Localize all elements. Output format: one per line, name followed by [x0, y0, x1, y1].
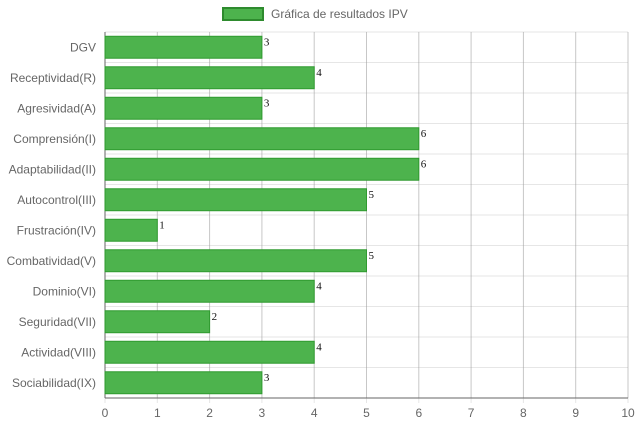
- data-label: 1: [159, 219, 165, 231]
- data-label: 5: [369, 250, 375, 262]
- data-label: 4: [316, 280, 322, 292]
- bar[interactable]: [104, 157, 420, 181]
- y-tick-label: Actividad(VIII): [21, 345, 96, 359]
- data-label: 5: [369, 189, 375, 201]
- x-tick-label: 0: [102, 406, 109, 420]
- data-label: 6: [421, 158, 427, 170]
- y-tick-label: Seguridad(VII): [19, 315, 96, 329]
- x-tick-label: 2: [206, 406, 213, 420]
- y-tick-label: Dominio(VI): [33, 284, 96, 298]
- gridlines: [104, 31, 629, 403]
- x-tick-label: 8: [520, 406, 527, 420]
- bar[interactable]: [104, 340, 315, 364]
- y-tick-label: Comprensión(I): [13, 132, 96, 146]
- x-tick-label: 3: [259, 406, 266, 420]
- y-tick-label: Sociabilidad(IX): [12, 376, 96, 390]
- bars: [104, 35, 420, 395]
- data-labels: 3 4 3 6 6 5 1 5 4 2 4 3: [159, 36, 427, 384]
- x-tick-label: 9: [572, 406, 579, 420]
- y-tick-label: Receptividad(R): [10, 71, 96, 85]
- legend-swatch: [222, 7, 264, 21]
- bar[interactable]: [104, 218, 158, 242]
- x-tick-label: 5: [363, 406, 370, 420]
- bar[interactable]: [104, 66, 315, 90]
- bar[interactable]: [104, 35, 263, 59]
- legend-label: Gráfica de resultados IPV: [271, 7, 408, 21]
- y-tick-label: Combatividad(V): [7, 254, 96, 268]
- y-axis-labels: DGV Receptividad(R) Agresividad(A) Comprens…: [7, 40, 96, 390]
- data-label: 2: [212, 311, 218, 323]
- bar[interactable]: [104, 96, 263, 120]
- y-tick-label: Agresividad(A): [17, 101, 96, 115]
- legend[interactable]: Gráfica de resultados IPV: [222, 7, 408, 21]
- data-label: 4: [316, 67, 322, 79]
- x-tick-label: 1: [154, 406, 161, 420]
- x-tick-label: 10: [621, 406, 635, 420]
- bar[interactable]: [104, 371, 263, 395]
- x-axis-labels: 0 1 2 3 4 5 6 7 8 9 10: [102, 406, 635, 420]
- x-tick-label: 4: [311, 406, 318, 420]
- y-tick-label: DGV: [70, 40, 96, 54]
- data-label: 3: [264, 36, 270, 48]
- data-label: 6: [421, 128, 427, 140]
- data-label: 3: [264, 97, 270, 109]
- bar[interactable]: [104, 127, 420, 151]
- bar[interactable]: [104, 310, 211, 334]
- bar[interactable]: [104, 188, 367, 212]
- bar[interactable]: [104, 249, 367, 273]
- y-tick-label: Autocontrol(III): [17, 193, 96, 207]
- data-label: 3: [264, 372, 270, 384]
- x-tick-label: 7: [468, 406, 475, 420]
- y-tick-label: Frustración(IV): [17, 223, 96, 237]
- data-label: 4: [316, 341, 322, 353]
- y-tick-label: Adaptabilidad(II): [9, 162, 96, 176]
- x-tick-label: 6: [415, 406, 422, 420]
- bar[interactable]: [104, 279, 315, 303]
